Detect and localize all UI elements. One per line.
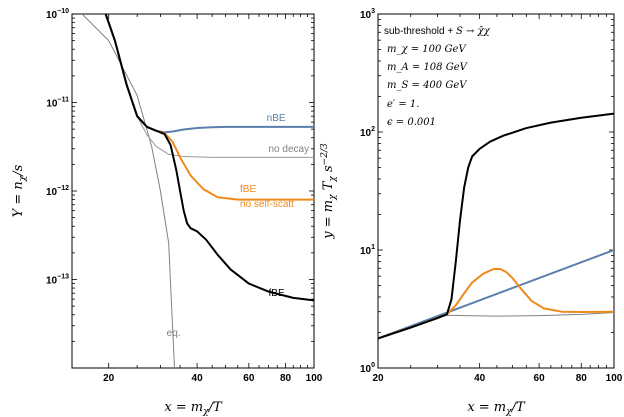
y-tick-label: 100 (360, 362, 375, 375)
annotation-label: eq. (167, 328, 181, 339)
lines-right (378, 112, 614, 340)
param-m-s: m_S = 400 GeV (387, 80, 468, 91)
x-axis-title-left: x = mχ/T (164, 400, 223, 417)
params-panel: sub-threshold + S → χ̄χ m_χ = 100 GeV m_… (384, 26, 491, 128)
annotation-label: fBE (269, 288, 285, 299)
param-m-a: m_A = 108 GeV (387, 62, 469, 73)
plot-frame-left (71, 13, 315, 369)
x-tick-label: 20 (372, 373, 384, 384)
series-line-fbe (378, 112, 614, 340)
y-tick-label: 10−11 (46, 97, 69, 110)
annotation-label: no self-scatt (240, 199, 294, 210)
x-tick-label: 20 (103, 373, 115, 384)
series-line-eq- (81, 14, 175, 368)
x-tick-label: 80 (576, 373, 588, 384)
y-tick-label: 101 (360, 244, 375, 257)
panel-left: 10−10 10−11 10−12 10−13 20 40 60 80 100 nBE no d… (11, 8, 323, 417)
y-axis-title-left: Y = nχ/s (11, 164, 28, 217)
y-tick-label: 102 (360, 126, 375, 139)
y-axis-title-right: y = mχ Tχ s−2/3 (320, 143, 338, 240)
annotation-label: nBE (267, 113, 286, 124)
x-tick-label: 80 (280, 373, 292, 384)
series-line-fbe-no-self-scatt (104, 14, 314, 201)
param-e-prime: e′ = 1. (387, 99, 419, 110)
x-tick-label: 60 (243, 373, 255, 384)
param-m-chi: m_χ = 100 GeV (387, 44, 467, 55)
annotations-left: nBE no decay fBE no self-scatt fBE eq. (167, 113, 309, 339)
x-ticks-right: 20 40 60 80 100 (372, 14, 623, 384)
series-line-no-decay (105, 14, 314, 158)
x-tick-label: 60 (534, 373, 546, 384)
param-epsilon: ϵ = 0.001 (387, 117, 436, 128)
x-axis-title-right: x = mχ/T (467, 400, 526, 417)
x-tick-label: 100 (306, 373, 323, 384)
annotation-label: fBE (240, 184, 256, 195)
plot-frame-right (377, 13, 615, 369)
annotation-label: no decay (269, 144, 310, 155)
y-tick-label: 10−10 (46, 8, 69, 21)
y-tick-label: 10−13 (46, 274, 69, 287)
lines-left (81, 14, 314, 368)
x-tick-label: 40 (192, 373, 204, 384)
y-ticks-left: 10−10 10−11 10−12 10−13 (46, 8, 314, 369)
params-head: sub-threshold + S → χ̄χ (384, 26, 491, 37)
series-line-fbe (104, 14, 314, 302)
x-ticks-left: 20 40 60 80 100 (71, 14, 323, 384)
y-tick-label: 103 (360, 8, 375, 21)
panel-right: 103 102 101 100 20 40 60 80 100 y = mχ Tχ s−2/3… (320, 8, 623, 417)
series-line-nbe (378, 249, 614, 340)
x-tick-label: 100 (606, 373, 623, 384)
y-tick-label: 10−12 (46, 185, 69, 198)
x-tick-label: 40 (474, 373, 486, 384)
series-line-fbe-no-self-scatt (378, 268, 614, 340)
